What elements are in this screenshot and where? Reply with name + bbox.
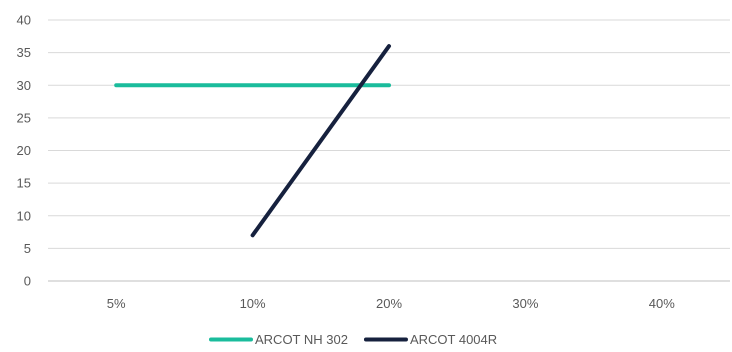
legend: ARCOT NH 302 ARCOT 4004R [209, 332, 497, 347]
y-tick-label: 0 [24, 274, 31, 289]
y-tick-label: 20 [17, 143, 31, 158]
legend-label-1: ARCOT NH 302 [255, 332, 348, 347]
series-lines [114, 44, 391, 238]
x-tick-label: 40% [649, 296, 675, 311]
y-tick-label: 15 [17, 176, 31, 191]
x-axis-ticks: 5% 10% 20% 30% 40% [107, 296, 675, 311]
x-tick-label: 20% [376, 296, 402, 311]
legend-label-2: ARCOT 4004R [410, 332, 497, 347]
y-axis-ticks: 0 5 10 15 20 25 30 35 40 [17, 13, 31, 289]
y-tick-label: 40 [17, 13, 31, 28]
series-line-2 [250, 44, 391, 238]
x-tick-label: 10% [240, 296, 266, 311]
x-tick-label: 5% [107, 296, 126, 311]
y-tick-label: 5 [24, 241, 31, 256]
y-tick-label: 25 [17, 110, 31, 125]
gridlines [48, 19, 730, 282]
y-tick-label: 35 [17, 45, 31, 60]
y-tick-label: 30 [17, 78, 31, 93]
y-tick-label: 10 [17, 208, 31, 223]
x-tick-label: 30% [512, 296, 538, 311]
